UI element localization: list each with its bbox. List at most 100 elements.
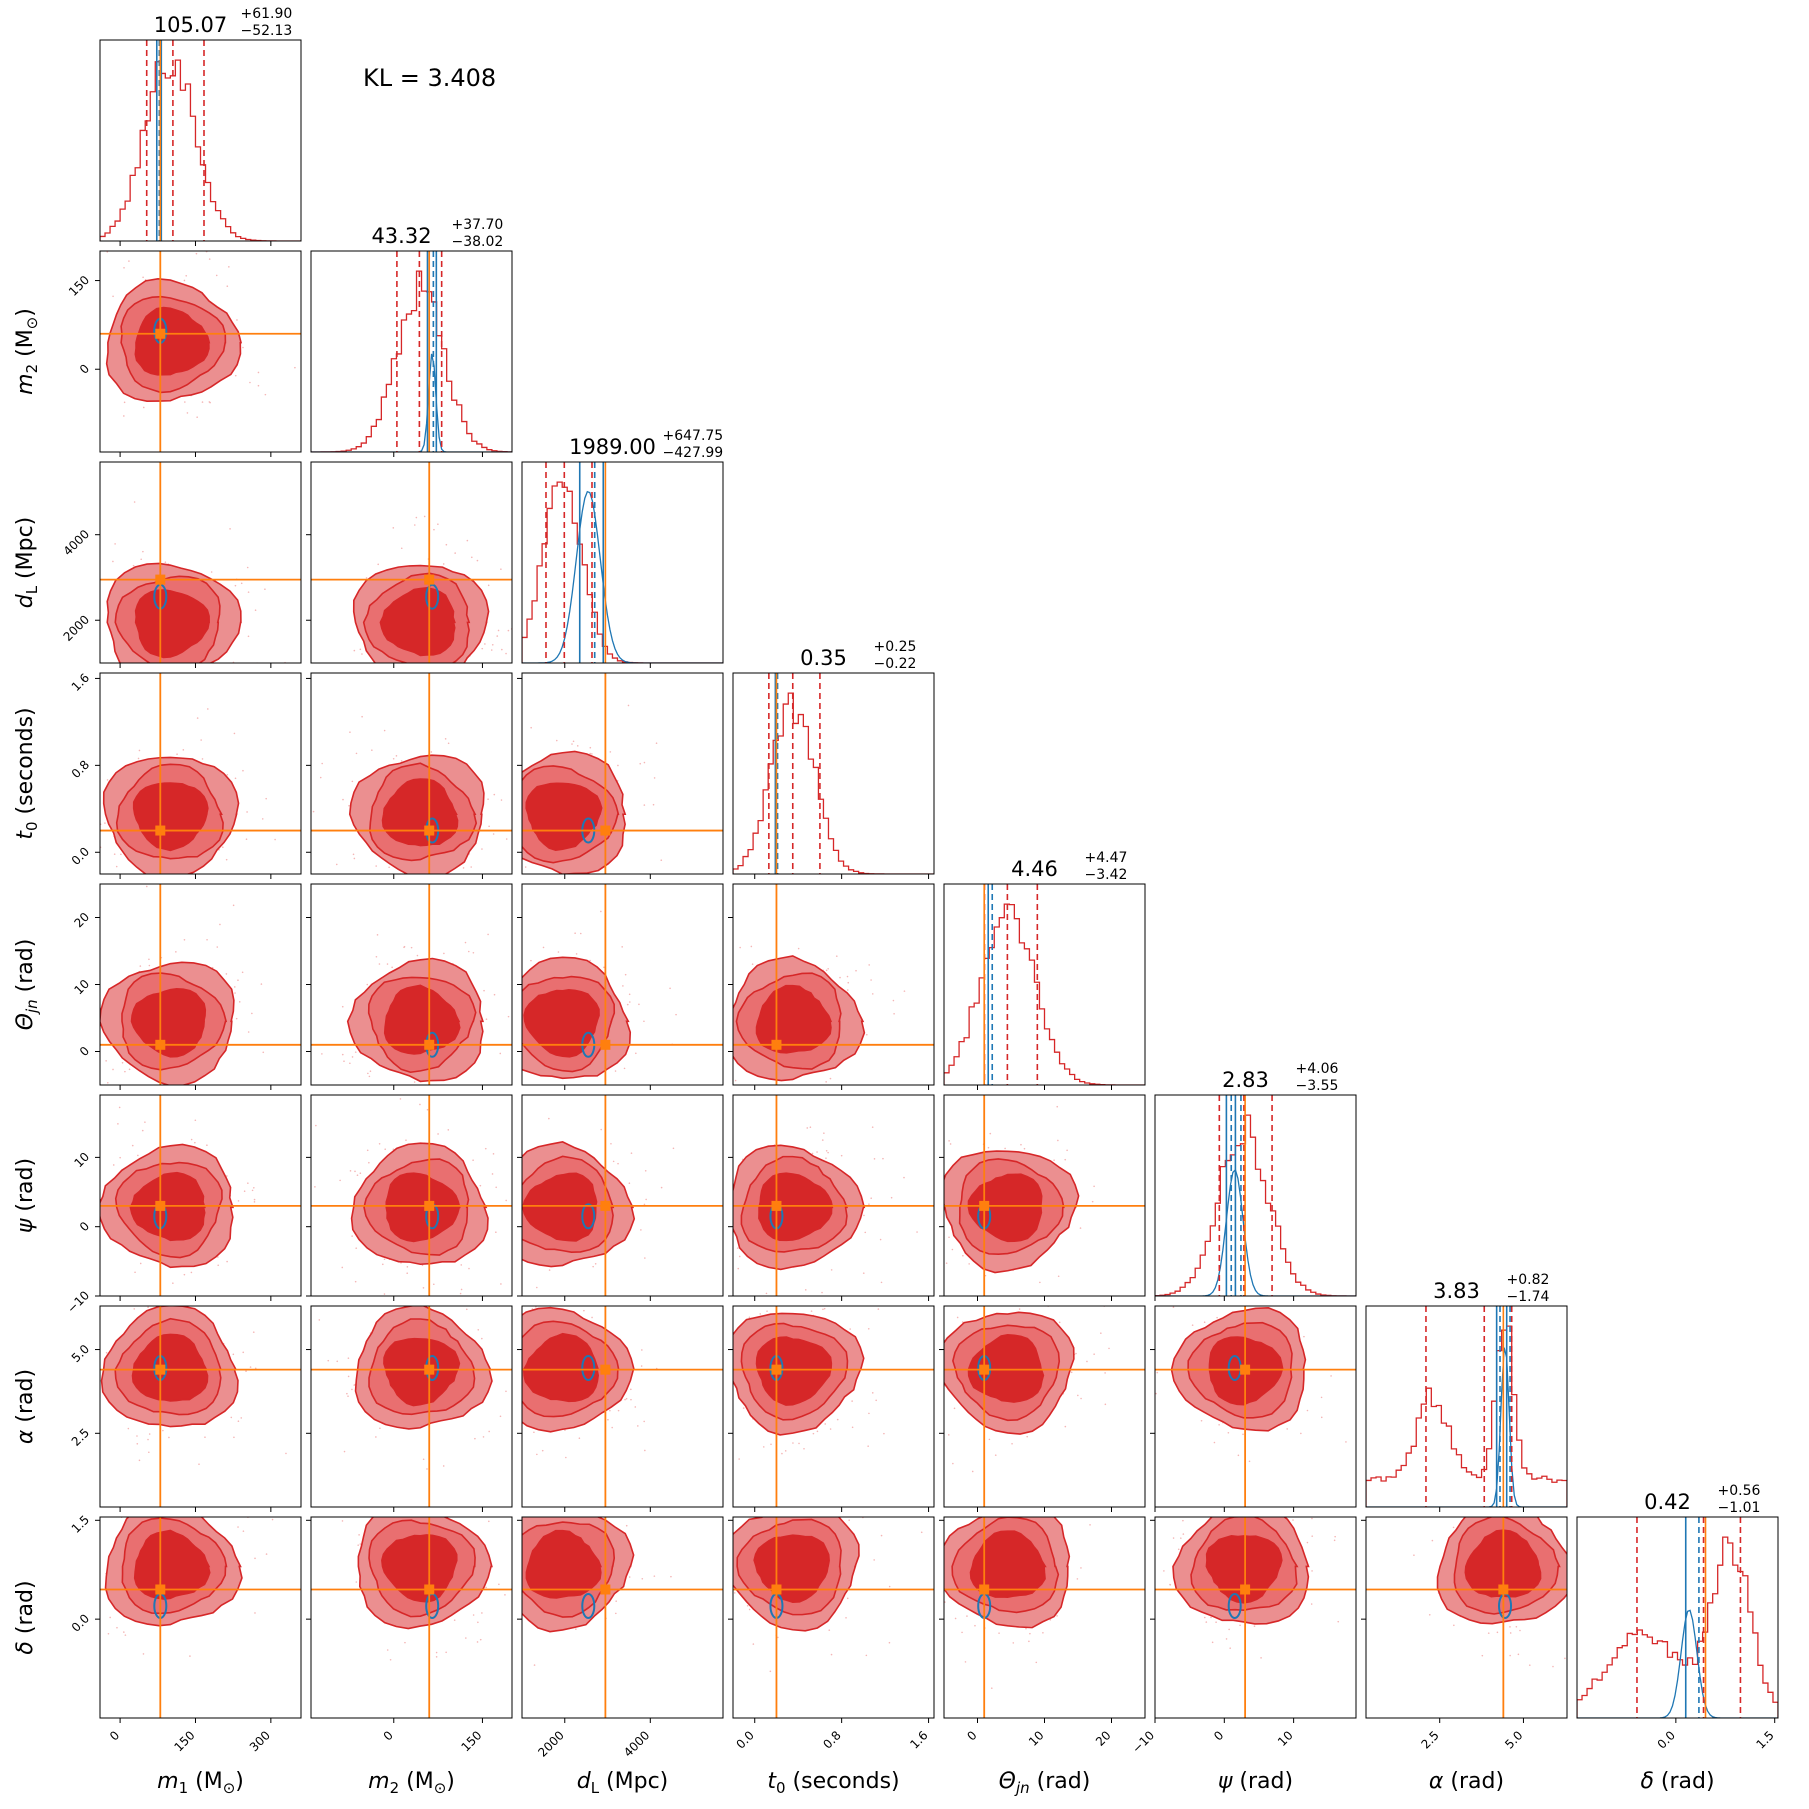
sample-point (1023, 1147, 1026, 1150)
sample-point (942, 1293, 944, 1295)
sample-point (617, 1409, 620, 1412)
sample-point (121, 1061, 124, 1064)
sample-point (1281, 1304, 1283, 1306)
sample-point (482, 1436, 485, 1438)
sample-point (354, 1170, 356, 1173)
sample-point (429, 1090, 431, 1092)
sample-point (139, 965, 142, 967)
sample-point (516, 897, 518, 899)
sample-point (1163, 1484, 1165, 1486)
sample-point (653, 1575, 656, 1577)
sample-point (1517, 1653, 1520, 1656)
sample-point (1066, 1149, 1068, 1152)
sample-point (488, 825, 490, 828)
sample-point (640, 1365, 643, 1367)
sample-point (416, 1298, 418, 1300)
sample-point (1545, 1515, 1547, 1517)
sample-point (465, 1308, 468, 1311)
x-axis-label-m2: m2 (M⊙) (368, 1769, 455, 1797)
sample-point (565, 1456, 567, 1459)
sample-point (465, 739, 467, 741)
sample-point (312, 810, 315, 813)
sample-point (1081, 1469, 1083, 1471)
sample-point (468, 1267, 470, 1270)
sample-point (825, 1150, 828, 1152)
sample-point (918, 1568, 920, 1570)
sample-point (1089, 1524, 1091, 1526)
sample-point (603, 966, 605, 969)
y-tick-label: 0 (77, 361, 92, 376)
sample-point (353, 1384, 356, 1386)
sample-point (175, 951, 177, 953)
sample-point (929, 1348, 931, 1350)
sample-point (1169, 1583, 1171, 1586)
sample-point (513, 1136, 515, 1138)
sample-point (139, 1307, 141, 1309)
sample-point (483, 989, 485, 992)
sample-point (816, 1086, 818, 1088)
sample-point (880, 1281, 883, 1284)
sample-point (871, 993, 874, 995)
sample-point (518, 803, 520, 805)
sample-point (989, 1132, 992, 1135)
reference-contour (425, 583, 440, 610)
sample-point (254, 1612, 256, 1614)
sample-point (404, 1641, 406, 1644)
sample-point (413, 524, 416, 526)
sample-point (504, 1573, 506, 1575)
sample-point (1155, 1392, 1157, 1395)
sample-point (226, 285, 229, 287)
sample-point (1058, 1321, 1061, 1324)
sample-point (816, 1151, 818, 1153)
sample-point (242, 769, 244, 772)
sample-point (1039, 1281, 1041, 1284)
sample-point (634, 878, 636, 880)
sample-point (190, 1138, 193, 1141)
sample-point (483, 1104, 485, 1106)
y-tick-label: 5.0 (69, 1342, 92, 1365)
sample-point (820, 1513, 822, 1515)
sample-point (703, 973, 705, 975)
sample-point (353, 649, 356, 652)
sample-point (485, 1015, 487, 1017)
sample-point (87, 1583, 89, 1585)
sample-point (1125, 1401, 1127, 1403)
sample-point (542, 946, 545, 949)
sample-point (566, 891, 568, 893)
sample-point (583, 1309, 585, 1312)
reference-contour (581, 1592, 596, 1619)
sample-point (939, 1535, 941, 1537)
sample-point (203, 702, 205, 704)
sample-point (640, 1089, 642, 1091)
sample-point (383, 729, 386, 732)
sample-point (918, 1226, 920, 1228)
x-tick-label: 10 (1026, 1728, 1047, 1749)
histogram-title-m1: 105.07 (154, 13, 227, 37)
x-tick-label: 5.0 (1502, 1728, 1525, 1751)
truth-marker (979, 1584, 990, 1595)
title-plus-error: +37.70 (452, 217, 504, 233)
sample-point (1552, 1665, 1554, 1668)
sample-point (938, 1378, 940, 1380)
contour-m2-vs-theta (306, 883, 513, 1092)
title-plus-error: +0.82 (1507, 1272, 1550, 1288)
sample-point (417, 697, 419, 699)
truth-marker (1240, 1584, 1251, 1595)
sample-point (947, 1434, 950, 1436)
sample-point (437, 523, 439, 525)
sample-point (517, 806, 519, 808)
contour-inner (755, 1336, 833, 1406)
sample-point (823, 1132, 825, 1134)
sample-point (189, 664, 191, 666)
sample-point (610, 1515, 612, 1517)
sample-point (746, 1604, 749, 1607)
sample-point (1100, 1332, 1102, 1334)
sample-point (138, 1459, 141, 1462)
sample-point (361, 653, 363, 655)
sample-point (811, 1152, 814, 1155)
panel-frame (1154, 1516, 1357, 1719)
sample-point (355, 1581, 358, 1583)
sample-point (1229, 1647, 1231, 1649)
sample-point (739, 946, 741, 949)
truth-marker (424, 1364, 435, 1375)
